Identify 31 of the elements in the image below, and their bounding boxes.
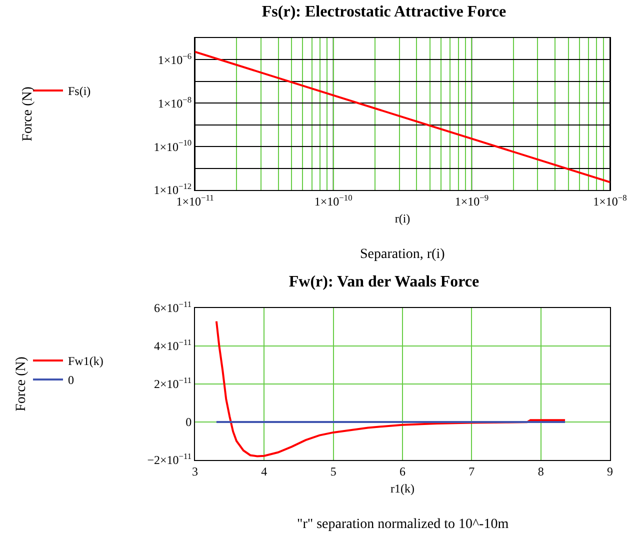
text: Separation, r(i): [360, 247, 446, 262]
x-tick-label: 1×10$^{−8}$: [593, 193, 627, 208]
y-tick-label: 4×10$^{−11}$: [154, 338, 192, 354]
x-tick-label: 3: [192, 464, 198, 478]
x-tick-label: 8: [538, 464, 544, 478]
x-tick-label: 4: [261, 464, 268, 478]
x-tick-label: 1×10$^{−9}$: [454, 193, 489, 208]
x-tick-label: 1×10$^{−10}$: [314, 193, 352, 208]
legend-label: Fw1(k): [68, 354, 104, 368]
legend-label: Fs(i): [68, 84, 91, 98]
y-tick-label: 2×10$^{−11}$: [154, 376, 192, 392]
y-axis-title: Force (N): [20, 86, 36, 142]
y-tick-label: 6×10$^{−11}$: [154, 300, 192, 316]
x-tick-label: 9: [607, 464, 613, 478]
x-axis-title: r(i): [394, 211, 410, 226]
y-tick-label: 1×10$^{−8}$: [158, 95, 192, 110]
line-series: [215, 320, 566, 458]
legend-label: 0: [68, 373, 74, 388]
text: "r" separation normalized to 10^-10m: [297, 517, 509, 532]
chart-title: Fs(r): Electrostatic Attractive Force: [262, 4, 506, 21]
y-tick-label: −2×10$^{−11}$: [147, 452, 192, 468]
x-axis-title: r1(k): [390, 481, 414, 496]
chart-title: Fw(r): Van der Waals Force: [288, 274, 480, 291]
x-tick-label: 6: [400, 464, 406, 478]
x-tick-label: 7: [468, 464, 475, 478]
line-series: [195, 50, 610, 184]
y-tick-label: 0: [186, 415, 192, 430]
y-tick-label: 1×10$^{−10}$: [154, 138, 192, 154]
x-tick-label: 5: [330, 464, 336, 478]
y-axis-title: Force (N): [14, 356, 29, 412]
y-tick-label: 1×10$^{−6}$: [158, 52, 192, 67]
